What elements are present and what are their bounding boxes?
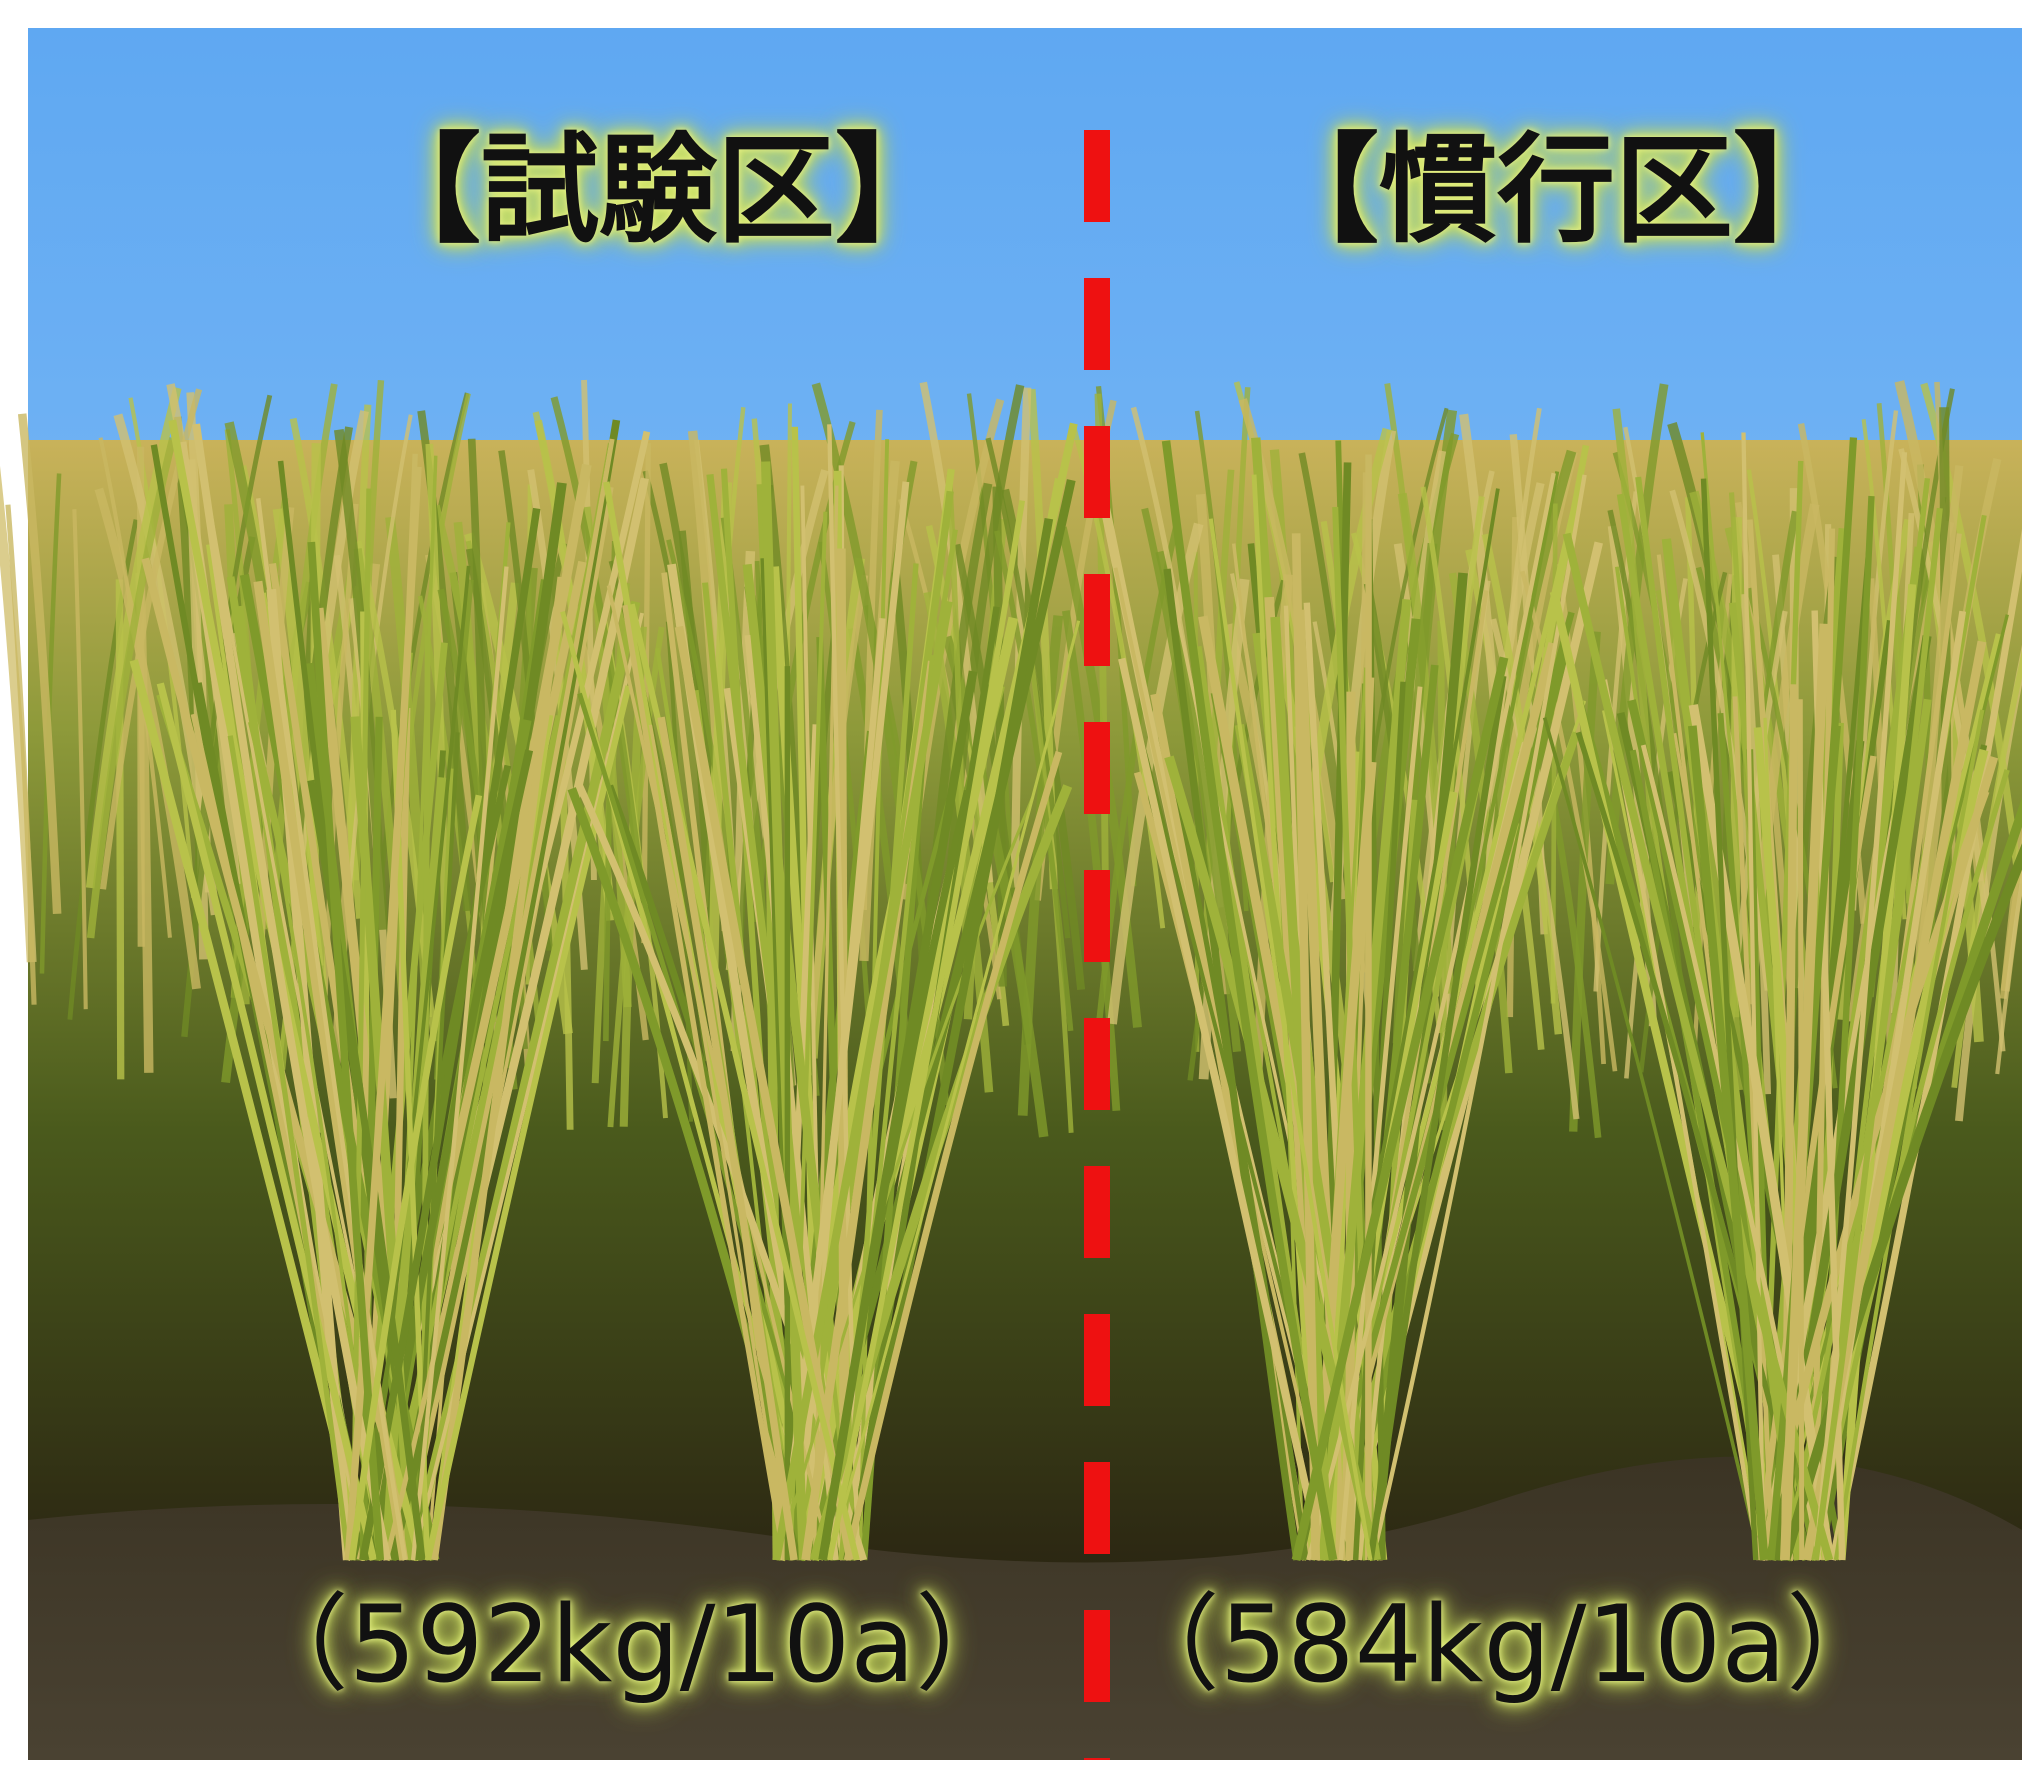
leaf bbox=[0, 462, 32, 962]
conventional-yield-label: （584kg/10a） bbox=[1114, 1592, 1893, 1698]
test-yield-label: （592kg/10a） bbox=[243, 1592, 1022, 1698]
page: Rice field comparison {"labels": {"test_… bbox=[0, 0, 2022, 1770]
test-plot-label: 【試験区】 bbox=[363, 131, 953, 249]
conventional-plot-label: 【慣行区】 bbox=[1261, 131, 1851, 249]
body: 【試験区】 【慣行区】 （592kg/10a） （584kg/10a） (() … bbox=[0, 0, 2022, 1770]
photo bbox=[0, 0, 2022, 1770]
